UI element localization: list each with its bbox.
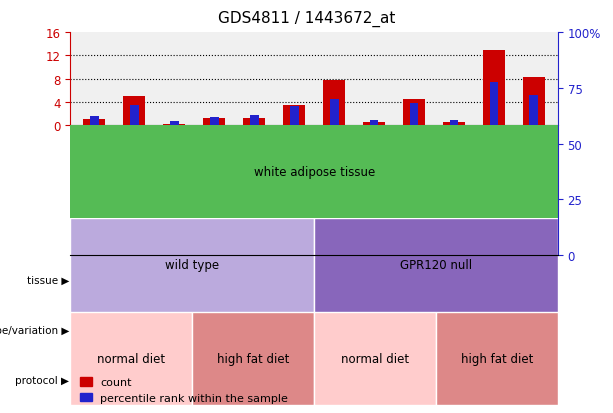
Text: tissue ▶: tissue ▶ (27, 275, 69, 285)
Bar (363, 249, 385, 256)
Bar (323, 147, 345, 256)
FancyBboxPatch shape (70, 219, 314, 312)
Text: protocol ▶: protocol ▶ (15, 375, 69, 385)
Bar (243, 239, 265, 256)
FancyBboxPatch shape (436, 312, 558, 405)
Legend: count, percentile rank within the sample: count, percentile rank within the sample (76, 373, 293, 408)
Bar (483, 75, 505, 256)
Bar (523, 140, 545, 256)
Text: high fat diet: high fat diet (217, 352, 289, 365)
Bar (443, 249, 465, 256)
Bar (449, 242, 459, 256)
FancyBboxPatch shape (314, 312, 436, 405)
Bar (330, 193, 338, 256)
Bar (403, 193, 425, 256)
Bar (123, 186, 145, 256)
Bar (90, 233, 99, 256)
Bar (490, 153, 498, 256)
Bar (204, 239, 226, 256)
Bar (409, 202, 419, 256)
Bar (164, 251, 185, 256)
Bar (250, 231, 259, 256)
Text: normal diet: normal diet (97, 352, 166, 365)
FancyBboxPatch shape (192, 312, 314, 405)
Bar (210, 235, 219, 256)
Text: GPR120 null: GPR120 null (400, 259, 472, 272)
Text: GDS4811 / 1443672_at: GDS4811 / 1443672_at (218, 10, 395, 26)
FancyBboxPatch shape (70, 312, 192, 405)
Bar (130, 206, 139, 256)
Bar (283, 207, 305, 256)
Text: wild type: wild type (166, 259, 219, 272)
Bar (370, 242, 378, 256)
Text: genotype/variation ▶: genotype/variation ▶ (0, 325, 69, 335)
Text: white adipose tissue: white adipose tissue (254, 166, 375, 179)
Bar (170, 244, 179, 256)
FancyBboxPatch shape (314, 219, 558, 312)
Bar (83, 242, 105, 256)
Bar (290, 209, 299, 256)
Bar (530, 184, 538, 256)
Text: high fat diet: high fat diet (461, 352, 533, 365)
Text: normal diet: normal diet (341, 352, 409, 365)
